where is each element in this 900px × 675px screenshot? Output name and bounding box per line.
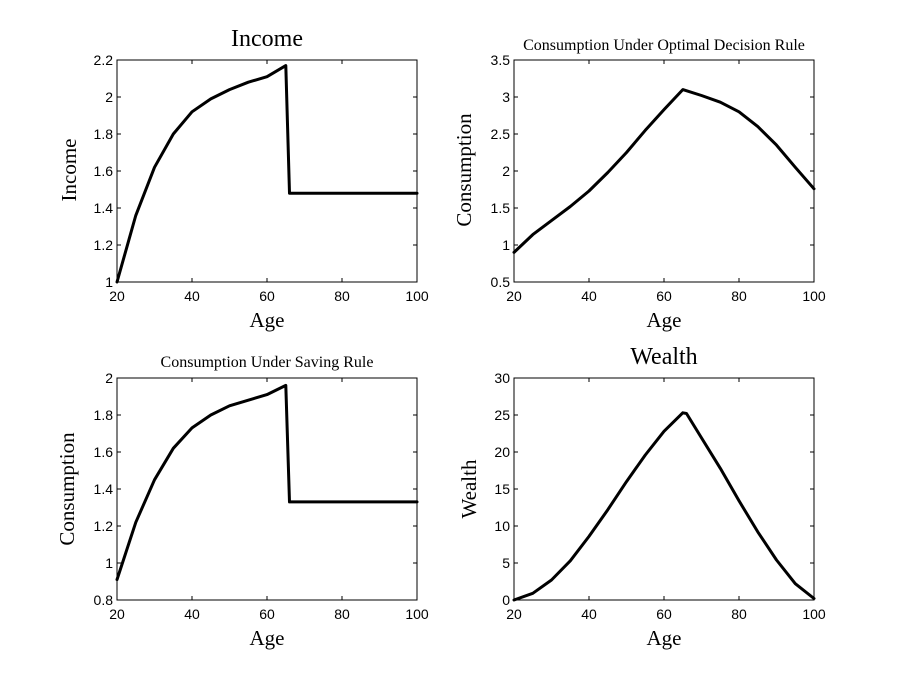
y-tick-label: 1 <box>105 555 113 571</box>
y-tick-label: 10 <box>494 518 510 534</box>
y-tick-label: 1.8 <box>94 126 114 142</box>
x-tick-label: 80 <box>731 606 747 622</box>
y-tick-label: 2 <box>502 163 510 179</box>
y-tick-label: 3.5 <box>491 52 511 68</box>
y-tick-label: 1.4 <box>94 481 114 497</box>
y-tick-label: 2.2 <box>94 52 114 68</box>
x-axis-label: Age <box>250 626 285 650</box>
chart-title: Consumption Under Optimal Decision Rule <box>523 37 805 54</box>
axes-frame <box>117 60 417 282</box>
y-tick-label: 1.4 <box>94 200 114 216</box>
y-tick-label: 1.6 <box>94 163 114 179</box>
x-tick-label: 20 <box>109 288 125 304</box>
y-tick-label: 1.5 <box>491 200 511 216</box>
series-line <box>514 90 814 253</box>
y-tick-label: 2 <box>105 89 113 105</box>
y-tick-label: 2.5 <box>491 126 511 142</box>
axes-frame <box>514 60 814 282</box>
plot-area: 20 40 60 80 100 1 1.2 1.4 1.6 1.8 2 2.2 <box>94 52 429 304</box>
series-line <box>117 385 417 579</box>
panel-wealth: Wealth Wealth Age 20 40 60 80 100 0 5 10 15 20 25 3… <box>457 344 826 650</box>
y-axis-label: Income <box>57 139 81 202</box>
chart-title: Wealth <box>630 344 697 370</box>
chart-title: Income <box>231 26 303 52</box>
x-axis-label: Age <box>647 626 682 650</box>
x-tick-label: 100 <box>405 288 429 304</box>
y-tick-label: 1 <box>105 274 113 290</box>
x-tick-label: 100 <box>802 606 826 622</box>
x-tick-label: 60 <box>656 606 672 622</box>
x-axis-label: Age <box>647 308 682 332</box>
y-tick-label: 0.5 <box>491 274 511 290</box>
x-tick-label: 20 <box>506 288 522 304</box>
panel-income: Income Income Age 20 40 60 80 100 1 1.2 1.4 1.6 1… <box>57 26 429 332</box>
y-tick-label: 1.2 <box>94 518 114 534</box>
y-tick-label: 3 <box>502 89 510 105</box>
panel-consumption-optimal: Consumption Under Optimal Decision Rule … <box>452 37 826 332</box>
x-tick-label: 80 <box>731 288 747 304</box>
x-tick-label: 60 <box>259 606 275 622</box>
plot-area: 20 40 60 80 100 0.5 1 1.5 2 2.5 3 3.5 <box>491 52 826 304</box>
panel-consumption-saving: Consumption Under Saving Rule Consumptio… <box>55 354 429 650</box>
axes-frame <box>117 378 417 600</box>
y-tick-label: 0.8 <box>94 592 114 608</box>
x-tick-label: 40 <box>184 288 200 304</box>
y-tick-label: 25 <box>494 407 510 423</box>
x-tick-label: 100 <box>802 288 826 304</box>
y-tick-label: 20 <box>494 444 510 460</box>
y-tick-label: 0 <box>502 592 510 608</box>
y-tick-label: 1.2 <box>94 237 114 253</box>
x-tick-label: 40 <box>184 606 200 622</box>
plot-area: 20 40 60 80 100 0.8 1 1.2 1.4 1.6 1.8 2 <box>94 370 429 622</box>
y-tick-label: 5 <box>502 555 510 571</box>
x-tick-label: 20 <box>506 606 522 622</box>
y-tick-label: 2 <box>105 370 113 386</box>
y-tick-label: 1.6 <box>94 444 114 460</box>
x-tick-label: 60 <box>656 288 672 304</box>
x-axis-label: Age <box>250 308 285 332</box>
axes-frame <box>514 378 814 600</box>
x-tick-label: 20 <box>109 606 125 622</box>
x-tick-label: 80 <box>334 288 350 304</box>
y-tick-label: 30 <box>494 370 510 386</box>
y-axis-label: Consumption <box>55 432 79 546</box>
x-tick-label: 40 <box>581 288 597 304</box>
plot-area: 20 40 60 80 100 0 5 10 15 20 25 30 <box>494 370 825 622</box>
y-axis-label: Consumption <box>452 113 476 227</box>
series-line <box>514 413 814 600</box>
series-line <box>117 66 417 282</box>
y-tick-label: 1 <box>502 237 510 253</box>
y-tick-label: 1.8 <box>94 407 114 423</box>
x-tick-label: 40 <box>581 606 597 622</box>
y-axis-label: Wealth <box>457 459 481 518</box>
y-tick-label: 15 <box>494 481 510 497</box>
chart-title: Consumption Under Saving Rule <box>161 354 374 371</box>
x-tick-label: 100 <box>405 606 429 622</box>
x-tick-label: 60 <box>259 288 275 304</box>
x-tick-label: 80 <box>334 606 350 622</box>
